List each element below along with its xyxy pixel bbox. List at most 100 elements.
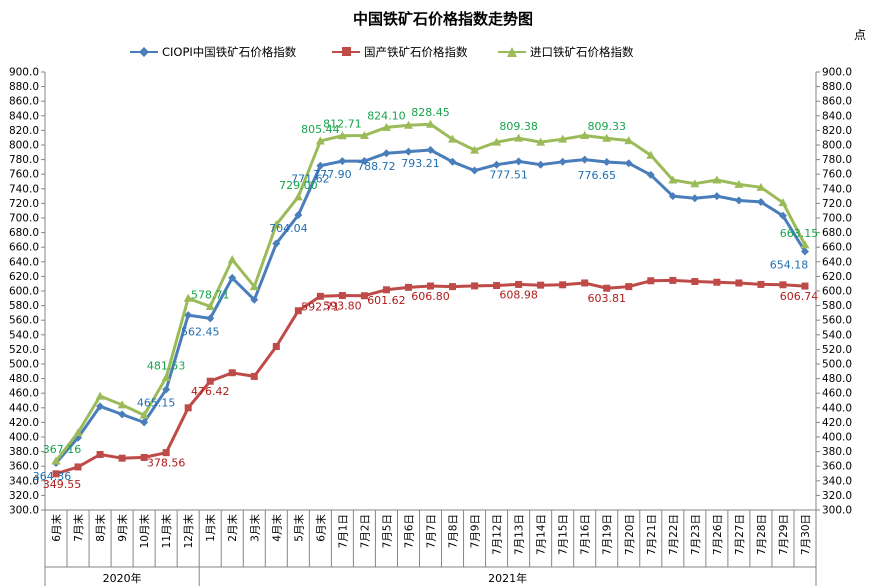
data-point xyxy=(713,278,721,286)
series-0 xyxy=(52,145,809,468)
data-point xyxy=(712,192,721,201)
y-tick-label-right: 320.0 xyxy=(822,490,852,502)
data-label: 593.80 xyxy=(323,300,362,313)
y-tick-label-right: 700.0 xyxy=(822,213,852,225)
data-point xyxy=(470,145,480,154)
y-tick-label-left: 340.0 xyxy=(9,475,39,487)
y-tick-label-left: 360.0 xyxy=(9,461,39,473)
data-point xyxy=(162,385,171,394)
data-point xyxy=(118,410,127,419)
data-point xyxy=(492,137,502,146)
y-tick-label-left: 500.0 xyxy=(9,359,39,371)
data-point xyxy=(690,179,700,188)
data-point xyxy=(559,281,567,289)
x-tick-label: 9月末 xyxy=(116,514,129,542)
y-tick-label-left: 460.0 xyxy=(9,388,39,400)
data-label: 562.45 xyxy=(181,325,220,338)
y-tick-label-left: 860.0 xyxy=(9,96,39,108)
data-label: 771.62 xyxy=(291,173,330,186)
y-tick-label-left: 800.0 xyxy=(9,140,39,152)
data-label: 578.71 xyxy=(191,289,230,302)
data-label: 606.74 xyxy=(780,290,819,303)
x-tick-label: 7月2日 xyxy=(359,514,371,548)
data-point xyxy=(359,131,369,140)
y-tick-label-right: 660.0 xyxy=(822,242,852,254)
data-point xyxy=(691,278,699,286)
y-tick-label-right: 720.0 xyxy=(822,198,852,210)
data-point xyxy=(449,283,457,291)
data-point xyxy=(162,449,170,457)
y-tick-label-right: 500.0 xyxy=(822,359,852,371)
data-point xyxy=(801,282,809,290)
data-point xyxy=(778,198,788,207)
y-tick-label-left: 580.0 xyxy=(9,300,39,312)
data-point xyxy=(381,122,391,131)
data-point xyxy=(669,276,677,284)
triangle-icon xyxy=(507,47,517,57)
data-label: 788.72 xyxy=(357,160,396,173)
data-point xyxy=(602,133,612,142)
y-tick-label-left: 320.0 xyxy=(9,490,39,502)
y-tick-label-right: 800.0 xyxy=(822,140,852,152)
data-point xyxy=(624,136,634,145)
data-point xyxy=(360,157,369,166)
data-point xyxy=(580,131,590,140)
data-point xyxy=(183,293,193,302)
y-tick-label-right: 300.0 xyxy=(822,505,852,517)
data-label: 824.10 xyxy=(367,109,406,122)
data-point xyxy=(184,311,193,320)
x-tick-label: 7月28日 xyxy=(756,514,768,555)
x-tick-label: 10月末 xyxy=(138,514,151,549)
y-tick-label-right: 340.0 xyxy=(822,475,852,487)
data-point xyxy=(492,160,501,169)
data-label: 812.71 xyxy=(323,118,362,131)
data-label: 367.16 xyxy=(43,443,82,456)
data-point xyxy=(382,149,391,158)
y-tick-label-left: 700.0 xyxy=(9,213,39,225)
data-label: 654.18 xyxy=(770,258,809,271)
data-point xyxy=(734,196,743,205)
x-tick-label: 5月末 xyxy=(292,514,305,542)
y-tick-label-right: 360.0 xyxy=(822,461,852,473)
data-point xyxy=(52,470,60,478)
data-point xyxy=(95,391,105,400)
x-tick-label: 12月末 xyxy=(182,514,195,549)
x-tick-label: 7月29日 xyxy=(778,514,790,555)
y-tick-label-left: 780.0 xyxy=(9,154,39,166)
y-tick-label-left: 540.0 xyxy=(9,329,39,341)
x-tick-label: 7月13日 xyxy=(514,514,526,555)
y-tick-label-left: 520.0 xyxy=(9,344,39,356)
x-tick-label: 7月30日 xyxy=(800,514,812,555)
diamond-icon xyxy=(139,47,149,57)
square-icon xyxy=(342,47,351,56)
data-label: 809.33 xyxy=(587,120,626,133)
x-tick-label: 7月末 xyxy=(72,514,85,542)
data-point xyxy=(271,220,281,229)
x-tick-label: 7月7日 xyxy=(426,514,438,548)
series-2 xyxy=(51,119,810,465)
data-point xyxy=(73,428,83,437)
data-point xyxy=(602,158,611,167)
data-point xyxy=(537,281,545,289)
data-point xyxy=(360,292,368,300)
x-tick-label: 6月末 xyxy=(314,514,327,542)
data-label: 704.04 xyxy=(269,222,308,235)
data-point xyxy=(205,302,215,311)
y-tick-label-right: 440.0 xyxy=(822,402,852,414)
data-label: 777.90 xyxy=(313,168,352,181)
data-label: 809.38 xyxy=(499,120,538,133)
data-point xyxy=(272,239,281,248)
x-tick-label: 4月末 xyxy=(270,514,283,542)
y-tick-label-right: 780.0 xyxy=(822,154,852,166)
x-tick-label: 7月5日 xyxy=(381,514,393,548)
data-point xyxy=(96,402,105,411)
data-point xyxy=(250,372,258,380)
data-point xyxy=(471,282,479,290)
data-point xyxy=(603,284,611,292)
data-point xyxy=(515,280,523,288)
data-point xyxy=(404,283,412,291)
y-tick-label-right: 560.0 xyxy=(822,315,852,327)
data-point xyxy=(140,453,148,461)
data-point xyxy=(493,282,501,290)
